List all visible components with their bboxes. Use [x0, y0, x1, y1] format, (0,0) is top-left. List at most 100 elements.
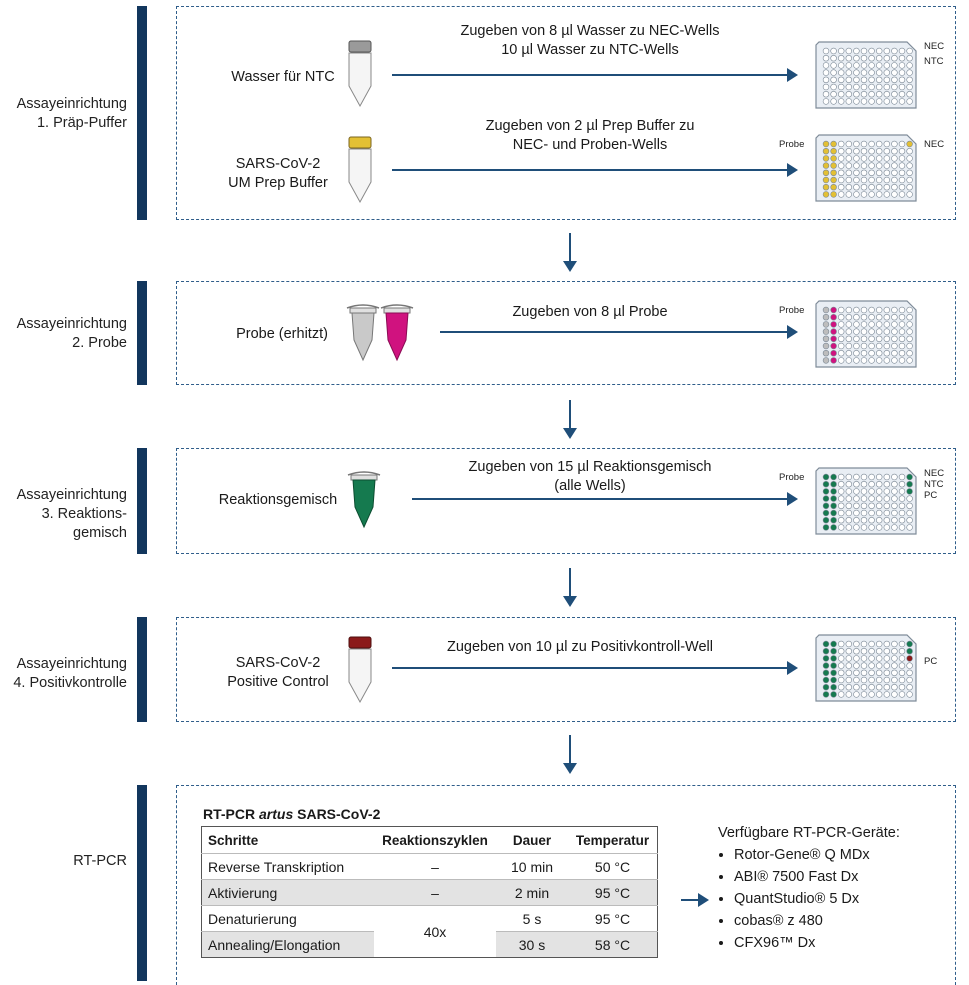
- plate-well: [838, 516, 845, 524]
- plate-well: [845, 502, 852, 509]
- plate-well: [853, 162, 860, 169]
- plate-well: [891, 509, 898, 517]
- plate-well: [830, 648, 837, 655]
- plate-well: [906, 62, 913, 69]
- plate-well: [906, 155, 913, 162]
- table-cell: Reverse Transkription: [201, 853, 374, 880]
- plate-well: [898, 155, 906, 162]
- plate-well: [853, 640, 860, 648]
- plate-reaction-mix-icon: [815, 467, 917, 535]
- plate-well: [830, 321, 837, 328]
- plate-well: [883, 169, 891, 176]
- plate-well: [906, 648, 913, 655]
- col-duration: Dauer: [512, 832, 552, 848]
- plate-well: [822, 62, 830, 69]
- plate-well: [868, 98, 875, 105]
- plate-well: [875, 90, 883, 98]
- plate-well: [860, 176, 868, 184]
- plate-well: [830, 69, 837, 76]
- plate-well: [845, 98, 852, 105]
- plate-well: [822, 306, 830, 314]
- plate-well: [883, 183, 891, 191]
- plate-well: [875, 648, 883, 655]
- plate-label-probe: Probe: [779, 305, 805, 316]
- plate-well: [845, 495, 852, 502]
- plate-well: [898, 473, 906, 481]
- plate-well: [838, 47, 845, 55]
- plate-well: [906, 495, 913, 502]
- plate-well: [898, 176, 906, 184]
- instruction-line: 10 µl Wasser zu NTC-Wells: [501, 42, 679, 58]
- plate-well: [898, 655, 906, 662]
- step-3-arrow: [412, 492, 798, 506]
- plate-well: [822, 183, 830, 191]
- rtpcr-panel: [176, 785, 956, 985]
- plate-well: [853, 90, 860, 98]
- list-item: QuantStudio® 5 Dx: [734, 888, 900, 910]
- plate-well: [838, 655, 845, 662]
- plate-well: [860, 83, 868, 91]
- plate-well: [875, 495, 883, 502]
- plate-well: [838, 488, 845, 495]
- reagent-text: Wasser für NTC: [231, 69, 335, 85]
- step-1-label-line2: 1. Präp-Puffer: [36, 115, 127, 131]
- plate-well: [822, 76, 830, 83]
- plate-well: [860, 314, 868, 321]
- plate-well: [860, 669, 868, 676]
- plate-well: [883, 69, 891, 76]
- plate-well: [822, 176, 830, 184]
- plate-well: [906, 191, 913, 198]
- plate-well: [891, 162, 898, 169]
- plate-well: [875, 76, 883, 83]
- plate-well: [860, 683, 868, 691]
- plate-well: [898, 691, 906, 698]
- plate-well: [853, 342, 860, 350]
- plate-well: [830, 502, 837, 509]
- plate-well: [906, 691, 913, 698]
- plate-well: [830, 669, 837, 676]
- plate-well: [898, 90, 906, 98]
- plate-well: [860, 481, 868, 488]
- rtpcr-bar: [137, 785, 147, 981]
- plate-well: [875, 140, 883, 148]
- plate-well: [868, 76, 875, 83]
- plate-well: [838, 349, 845, 357]
- plate-well: [860, 495, 868, 502]
- plate-well: [898, 83, 906, 91]
- plate-well: [853, 306, 860, 314]
- plate-well: [868, 321, 875, 328]
- plate-well: [898, 488, 906, 495]
- rtpcr-title: RT-PCR artus SARS-CoV-2: [203, 806, 380, 822]
- plate-well: [875, 169, 883, 176]
- plate-well: [868, 640, 875, 648]
- plate-well: [853, 47, 860, 55]
- plate-well: [883, 176, 891, 184]
- plate-well: [891, 47, 898, 55]
- plate-well: [845, 335, 852, 342]
- step-1-label: Assayeinrichtung 1. Präp-Puffer: [17, 95, 127, 133]
- plate-well: [906, 83, 913, 91]
- step-4-instruction: Zugeben von 10 µl zu Positivkontroll-Wel…: [380, 638, 780, 657]
- plate-well: [875, 509, 883, 517]
- plate-well: [891, 55, 898, 62]
- plate-well: [830, 473, 837, 481]
- col-temperature: Temperatur: [575, 832, 650, 848]
- plate-well: [898, 69, 906, 76]
- step-2-reagent: Probe (erhitzt): [222, 325, 342, 344]
- plate-well: [868, 349, 875, 357]
- plate-well: [906, 342, 913, 350]
- plate-well: [868, 140, 875, 148]
- table-row: Annealing/Elongation 30 s 58 °C: [201, 931, 658, 958]
- plate-well: [868, 524, 875, 531]
- plate-label-pc: PC: [924, 490, 938, 501]
- plate-well: [853, 648, 860, 655]
- table-row: Aktivierung – 2 min 95 °C: [201, 879, 658, 906]
- plate-well: [891, 691, 898, 698]
- plate-well: [860, 502, 868, 509]
- plate-well: [860, 640, 868, 648]
- plate-well: [891, 98, 898, 105]
- plate-well: [883, 502, 891, 509]
- plate-well: [891, 62, 898, 69]
- plate-well: [845, 691, 852, 698]
- plate-well: [845, 676, 852, 684]
